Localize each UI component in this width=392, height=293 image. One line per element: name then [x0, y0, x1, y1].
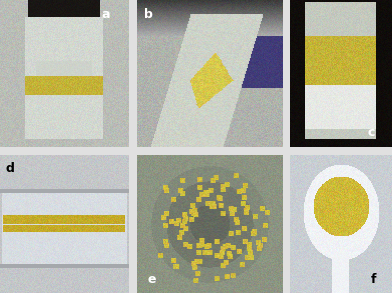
- Text: f: f: [371, 273, 376, 286]
- Text: a: a: [102, 8, 110, 21]
- Text: d: d: [6, 162, 15, 175]
- Text: e: e: [147, 273, 156, 286]
- Text: b: b: [144, 8, 153, 21]
- Text: c: c: [368, 126, 375, 139]
